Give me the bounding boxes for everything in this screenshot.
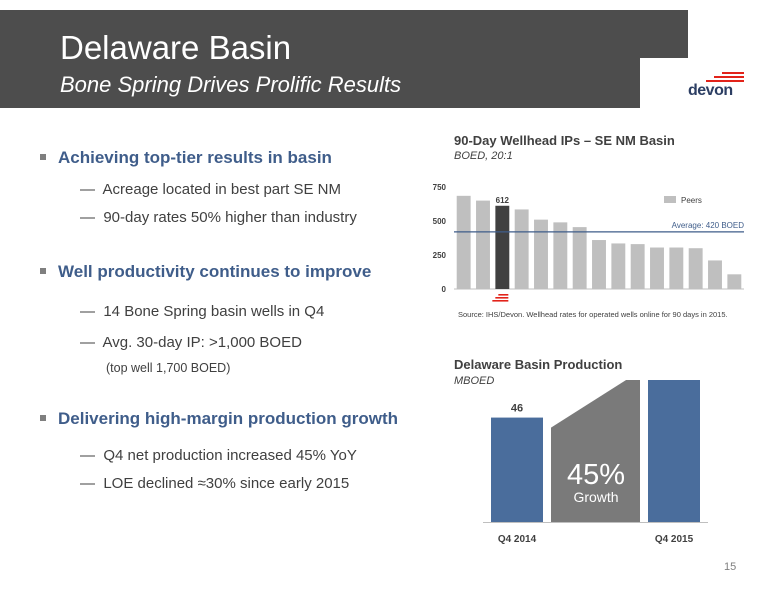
peer-bar	[534, 219, 548, 289]
square-bullet-icon	[40, 414, 46, 421]
devon-bar	[495, 205, 510, 289]
sub-note: (top well 1,700 BOED)	[106, 361, 231, 375]
peer-bar	[514, 209, 529, 289]
peer-bar	[688, 248, 703, 289]
dash-icon: —	[80, 303, 95, 320]
logo-stripes-icon	[706, 72, 744, 82]
square-bullet-icon	[40, 153, 46, 160]
ip-bar-chart: 0 250 500 750 612 Average: 420 BOED Peers	[433, 183, 745, 302]
ip-chart-title: 90-Day Wellhead IPs – SE NM Basin	[454, 133, 675, 148]
bullet-item: Achieving top-tier results in basin	[40, 148, 332, 168]
y-tick-label: 750	[433, 183, 447, 192]
growth-label: Growth	[573, 489, 618, 505]
bullet-label: Well productivity continues to improve	[58, 262, 372, 281]
dash-icon: —	[80, 447, 95, 464]
devon-marker-icon	[492, 294, 509, 302]
growth-percent-label: 45%	[567, 459, 625, 491]
dash-icon: —	[80, 334, 95, 351]
highlight-value-label: 612	[496, 196, 510, 205]
sub-item: — 14 Bone Spring basin wells in Q4	[80, 303, 324, 320]
dash-icon: —	[80, 475, 95, 492]
production-chart-subtitle: MBOED	[454, 375, 495, 387]
dash-icon: —	[80, 209, 95, 226]
logo-text: devon	[688, 82, 733, 99]
sub-item: — Avg. 30-day IP: >1,000 BOED	[80, 334, 302, 351]
page-title: Delaware Basin	[60, 29, 292, 66]
sub-item-text: 90-day rates 50% higher than industry	[103, 209, 357, 226]
peer-bar	[727, 274, 742, 289]
sub-item: — 90-day rates 50% higher than industry	[80, 209, 357, 226]
bullet-item: Well productivity continues to improve	[40, 262, 371, 282]
square-bullet-icon	[40, 267, 46, 274]
devon-logo: devon	[688, 72, 748, 106]
category-label: Q4 2014	[498, 534, 537, 545]
peer-bar	[669, 247, 684, 289]
sub-item-text: Avg. 30-day IP: >1,000 BOED	[102, 334, 302, 351]
header-bar	[0, 10, 688, 108]
peer-bar	[553, 222, 568, 289]
legend-swatch	[664, 196, 676, 203]
sub-item-text: Q4 net production increased 45% YoY	[103, 447, 357, 464]
y-tick-label: 500	[433, 217, 447, 226]
sub-item-text: Acreage located in best part SE NM	[102, 181, 341, 198]
legend-label: Peers	[681, 196, 702, 205]
sub-item-text: LOE declined ≈30% since early 2015	[103, 475, 350, 492]
peer-bar	[476, 200, 490, 289]
y-tick-label: 0	[442, 285, 447, 294]
bullet-label: Delivering high-margin production growth	[58, 409, 398, 428]
sub-item: — LOE declined ≈30% since early 2015	[80, 475, 349, 492]
average-label: Average: 420 BOED	[672, 221, 745, 230]
bar-value-label: 46	[511, 403, 523, 415]
bullet-label: Achieving top-tier results in basin	[58, 148, 332, 167]
peer-bar	[456, 195, 471, 289]
sub-item-text: 14 Bone Spring basin wells in Q4	[103, 303, 325, 320]
production-bar	[491, 417, 543, 522]
ip-chart-subtitle: BOED, 20:1	[454, 150, 513, 162]
header-tab-cutout	[640, 58, 688, 108]
production-chart-title: Delaware Basin Production	[454, 357, 623, 372]
category-label: Q4 2015	[655, 534, 694, 545]
dash-icon: —	[80, 181, 95, 198]
peer-bar	[630, 244, 645, 289]
ip-chart-source: Source: IHS/Devon. Wellhead rates for op…	[458, 310, 728, 319]
peer-bar	[650, 247, 664, 289]
sub-item: — Q4 net production increased 45% YoY	[80, 447, 357, 464]
peer-bar	[592, 240, 606, 289]
growth-wedge	[551, 380, 640, 522]
production-bar	[648, 380, 700, 522]
y-tick-label: 250	[433, 251, 447, 260]
sub-item: — Acreage located in best part SE NM	[80, 181, 341, 198]
page-number: 15	[724, 561, 737, 573]
peer-bar	[708, 260, 722, 289]
peer-bar	[572, 227, 587, 289]
bullet-item: Delivering high-margin production growth	[40, 409, 398, 429]
page-subtitle: Bone Spring Drives Prolific Results	[60, 72, 402, 97]
peer-bar	[611, 243, 626, 289]
